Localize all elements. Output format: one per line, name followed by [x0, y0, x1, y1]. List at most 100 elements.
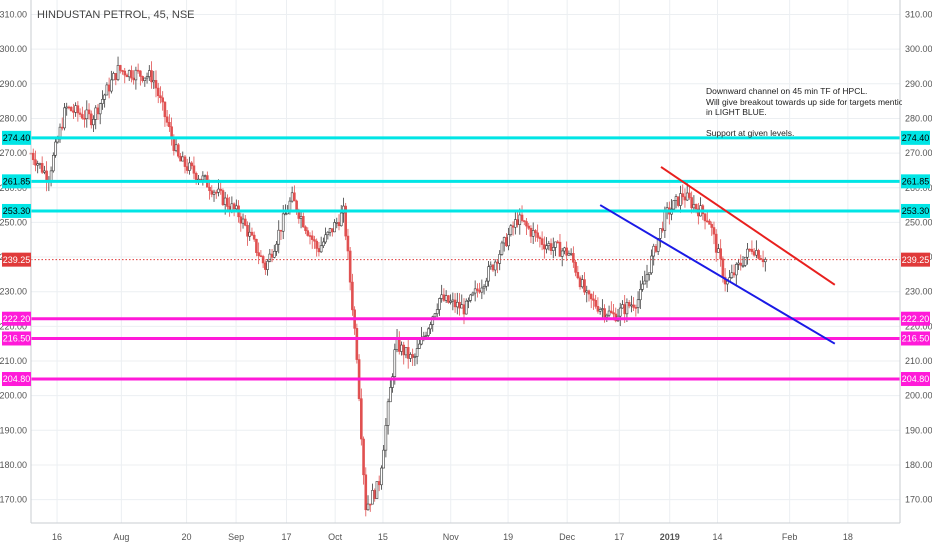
candle-body — [112, 73, 115, 81]
candle-body — [426, 328, 430, 336]
candle-body — [632, 304, 635, 308]
level-badge-label: 216.50 — [3, 334, 31, 344]
level-badge — [901, 331, 930, 346]
candle-body — [384, 425, 388, 451]
y-tick-label-right: 250.00 — [905, 217, 932, 227]
candle-body — [391, 376, 394, 388]
candle-body — [634, 307, 638, 309]
candle-body — [317, 248, 321, 253]
candle-body — [712, 227, 716, 235]
y-tick-label-right: 280.00 — [905, 113, 932, 123]
level-badge — [901, 311, 930, 326]
candle-body — [400, 344, 403, 352]
candle-body — [605, 314, 609, 318]
candle-body — [339, 212, 343, 227]
candle-body — [31, 152, 35, 161]
candle-body — [43, 170, 46, 173]
candle-body — [299, 216, 303, 219]
candle-body — [397, 337, 401, 352]
candle-body — [714, 233, 718, 253]
candle-body — [721, 258, 725, 278]
candle-body — [74, 105, 77, 113]
x-tick-label: 20 — [182, 532, 192, 542]
level-badge — [901, 130, 930, 145]
candle-body — [636, 299, 640, 308]
candle-body — [618, 307, 622, 317]
candle-body — [485, 280, 488, 287]
candle-body — [72, 110, 75, 113]
candle-body — [275, 243, 278, 252]
candle-body — [580, 279, 584, 288]
candle-body — [217, 188, 220, 193]
candle-body — [96, 107, 100, 115]
candle-body — [676, 196, 680, 206]
candle-body — [40, 163, 44, 173]
candle-body — [290, 192, 294, 202]
candle-body — [560, 250, 564, 257]
candle-body — [268, 253, 272, 262]
candle-body — [266, 260, 269, 270]
candle-body — [366, 503, 370, 511]
candle-body — [688, 192, 691, 198]
candle-body — [594, 300, 597, 307]
candle-body — [235, 205, 238, 210]
candle-body — [49, 170, 53, 182]
candle-body — [719, 248, 722, 260]
candle-body — [52, 154, 55, 172]
candle-body — [355, 328, 359, 360]
candle-body — [576, 272, 580, 279]
candle-body — [453, 299, 457, 308]
annotation-line: Will give breakout towards up side for t… — [706, 96, 902, 107]
candle-body — [540, 238, 544, 245]
candle-body — [435, 309, 439, 315]
candle-body — [183, 156, 187, 167]
candle-body — [476, 288, 479, 291]
level-badge — [2, 331, 31, 346]
y-tick-label-left: 300.00 — [0, 44, 27, 54]
candle-body — [578, 277, 582, 288]
candle-body — [489, 264, 493, 268]
candle-body — [301, 216, 305, 228]
candle-body — [572, 253, 575, 263]
candle-body — [255, 238, 258, 253]
candle-body — [226, 197, 229, 207]
x-tick-label: 19 — [503, 532, 513, 542]
x-tick-label: Aug — [113, 532, 129, 542]
candle-body — [730, 272, 734, 278]
candle-body — [389, 387, 392, 403]
candle-body — [322, 241, 325, 247]
candle-body — [641, 283, 644, 290]
chart-grid — [31, 0, 900, 523]
candle-body — [464, 300, 468, 315]
candle-body — [449, 300, 452, 303]
candle-body — [409, 354, 412, 359]
candle-body — [150, 70, 153, 83]
candle-body — [685, 192, 689, 201]
candle-body — [346, 235, 350, 252]
candle-body — [362, 438, 365, 476]
candle-body — [139, 70, 142, 77]
candle-body — [257, 252, 260, 256]
candle-body — [639, 289, 642, 301]
candle-body — [527, 225, 531, 229]
last-price-label: 239.25 — [3, 255, 31, 265]
candle-body — [351, 281, 354, 311]
level-badge — [901, 174, 930, 189]
candle-body — [438, 298, 441, 310]
y-tick-label-left: 230.00 — [0, 287, 27, 297]
candle-body — [717, 248, 720, 253]
candle-body — [141, 76, 144, 81]
candle-body — [313, 239, 316, 242]
candle-body — [525, 221, 528, 227]
candle-body — [147, 70, 151, 77]
candle-body — [107, 84, 111, 92]
candle-body — [63, 107, 66, 129]
candle-body — [610, 310, 613, 313]
candle-body — [645, 274, 649, 282]
candle-body — [360, 398, 363, 440]
annotation-line: in LIGHT BLUE. — [706, 107, 767, 117]
candle-body — [293, 192, 296, 202]
candle-body — [496, 261, 499, 264]
candle-body — [460, 304, 464, 309]
